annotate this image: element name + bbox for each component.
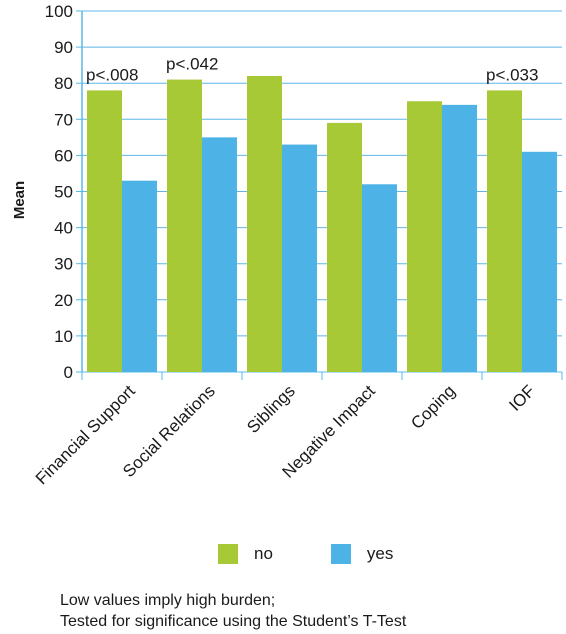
y-tick-label: 90: [54, 38, 73, 57]
annotations: p<.008 p<.042 p<.033: [86, 55, 538, 85]
bars: [87, 75, 557, 373]
legend: no yes: [218, 544, 451, 564]
y-tick-label: 10: [54, 327, 73, 346]
bar-yes-5: [522, 151, 557, 372]
y-tick-label: 60: [54, 146, 73, 165]
legend-swatch-no: [218, 544, 238, 564]
significance-annotation: p<.008: [86, 65, 138, 84]
bar-chart: 0 10 20 30 40 50 60 70 80 90 100 Financial Support…: [11, 2, 563, 488]
bar-no-2: [247, 75, 282, 372]
category-label: Coping: [407, 381, 459, 433]
footnote: Low values imply high burden; Tested for…: [60, 590, 406, 632]
y-tick-label: 30: [54, 255, 73, 274]
y-tick-label: 80: [54, 74, 73, 93]
y-tick-label: 40: [54, 219, 73, 238]
bar-no-3: [327, 122, 362, 372]
bar-yes-3: [362, 184, 397, 372]
bar-no-4: [407, 101, 442, 372]
category-label: IOF: [505, 381, 538, 414]
grid-lines: [76, 10, 562, 373]
footnote-line-2: Tested for significance using the Studen…: [60, 613, 407, 630]
y-tick-label: 0: [64, 363, 73, 382]
bar-yes-1: [202, 137, 237, 372]
y-tick-label: 20: [54, 291, 73, 310]
footnote-line-1: Low values imply high burden;: [60, 592, 276, 609]
significance-annotation: p<.042: [166, 55, 218, 74]
bar-yes-4: [442, 104, 477, 373]
legend-item-no: no: [218, 544, 273, 564]
bar-yes-2: [282, 144, 317, 372]
y-tick-label: 70: [54, 110, 73, 129]
legend-label-yes: yes: [366, 544, 394, 563]
y-tick-label: 100: [45, 2, 73, 21]
legend-label-no: no: [254, 544, 273, 563]
legend-swatch-yes: [330, 544, 351, 564]
bar-yes-0: [122, 180, 157, 372]
category-label: Siblings: [243, 381, 299, 437]
bar-no-5: [487, 90, 522, 373]
y-axis-label: Mean: [11, 181, 28, 219]
bar-no-1: [167, 79, 202, 372]
bar-no-0: [87, 90, 122, 373]
y-tick-label: 50: [54, 183, 73, 202]
axes: [81, 11, 563, 380]
legend-item-yes: yes: [330, 544, 394, 564]
y-tick-labels: 0 10 20 30 40 50 60 70 80 90 100: [45, 2, 73, 382]
significance-annotation: p<.033: [486, 65, 538, 84]
